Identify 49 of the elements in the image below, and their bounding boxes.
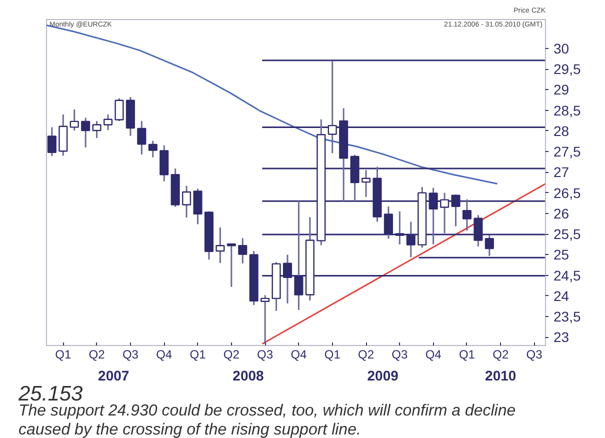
candlestick [114,98,124,122]
x-tick-label: Q4 [290,348,308,362]
x-tick-label: Q3 [122,348,139,362]
y-tick-label: 26 [554,205,570,222]
y-tick-label: 27,5 [554,144,581,160]
candlestick [47,126,56,157]
x-tick-label: Q4 [425,348,442,362]
candlestick [103,114,113,131]
candlestick [137,120,146,156]
y-tick-label: 28 [554,122,570,139]
candlestick [81,116,90,148]
y-tick-label: 26,5 [554,184,581,201]
y-tick-label: 23,5 [554,308,581,325]
x-tick-label: Q3 [257,348,274,362]
y-tick-label: 27 [554,164,570,180]
text: 2007 [98,368,130,384]
y-tick-label: 30 [554,40,570,56]
y-tick-label: 24 [554,288,570,304]
y-tick-label: 28,5 [554,102,581,118]
x-tick-label: Q2 [88,348,106,362]
text: 2009 [367,368,399,384]
candlestick [70,108,79,132]
candlestick [226,242,236,288]
x-tick-label: Q1 [55,348,72,362]
candlestick [148,140,158,158]
text: The support 24.930 could be crossed, too, which will confirm a decline caused by the crossing of the rising support line. [18,402,516,438]
candlestick [216,226,225,264]
candlestick [238,237,248,264]
candlestick [92,120,102,139]
x-tick-label: Q2 [492,348,509,362]
x-tick-label: Q2 [358,348,374,362]
candlestick [160,144,169,182]
x-tick-label: Q4 [156,348,172,362]
x-tick-label: Q3 [526,348,543,362]
text: 2010 [485,368,516,384]
x-tick-label: Q1 [324,348,341,362]
x-tick-label: Q2 [223,348,240,362]
x-tick-label: Q1 [458,348,476,362]
y-tick-label: 29 [554,82,570,98]
x-tick-label: Q1 [190,348,206,362]
y-tick-label: 25,5 [554,226,581,242]
y-tick-label: 25 [554,246,570,263]
y-tick-label: 23 [554,329,570,346]
text: 2008 [232,368,264,384]
x-tick-label: Q3 [392,348,408,362]
candlestick [193,188,202,225]
y-tick-label: 24,5 [554,267,581,284]
candlestick [182,185,192,218]
y-tick-label: 29,5 [554,61,581,78]
